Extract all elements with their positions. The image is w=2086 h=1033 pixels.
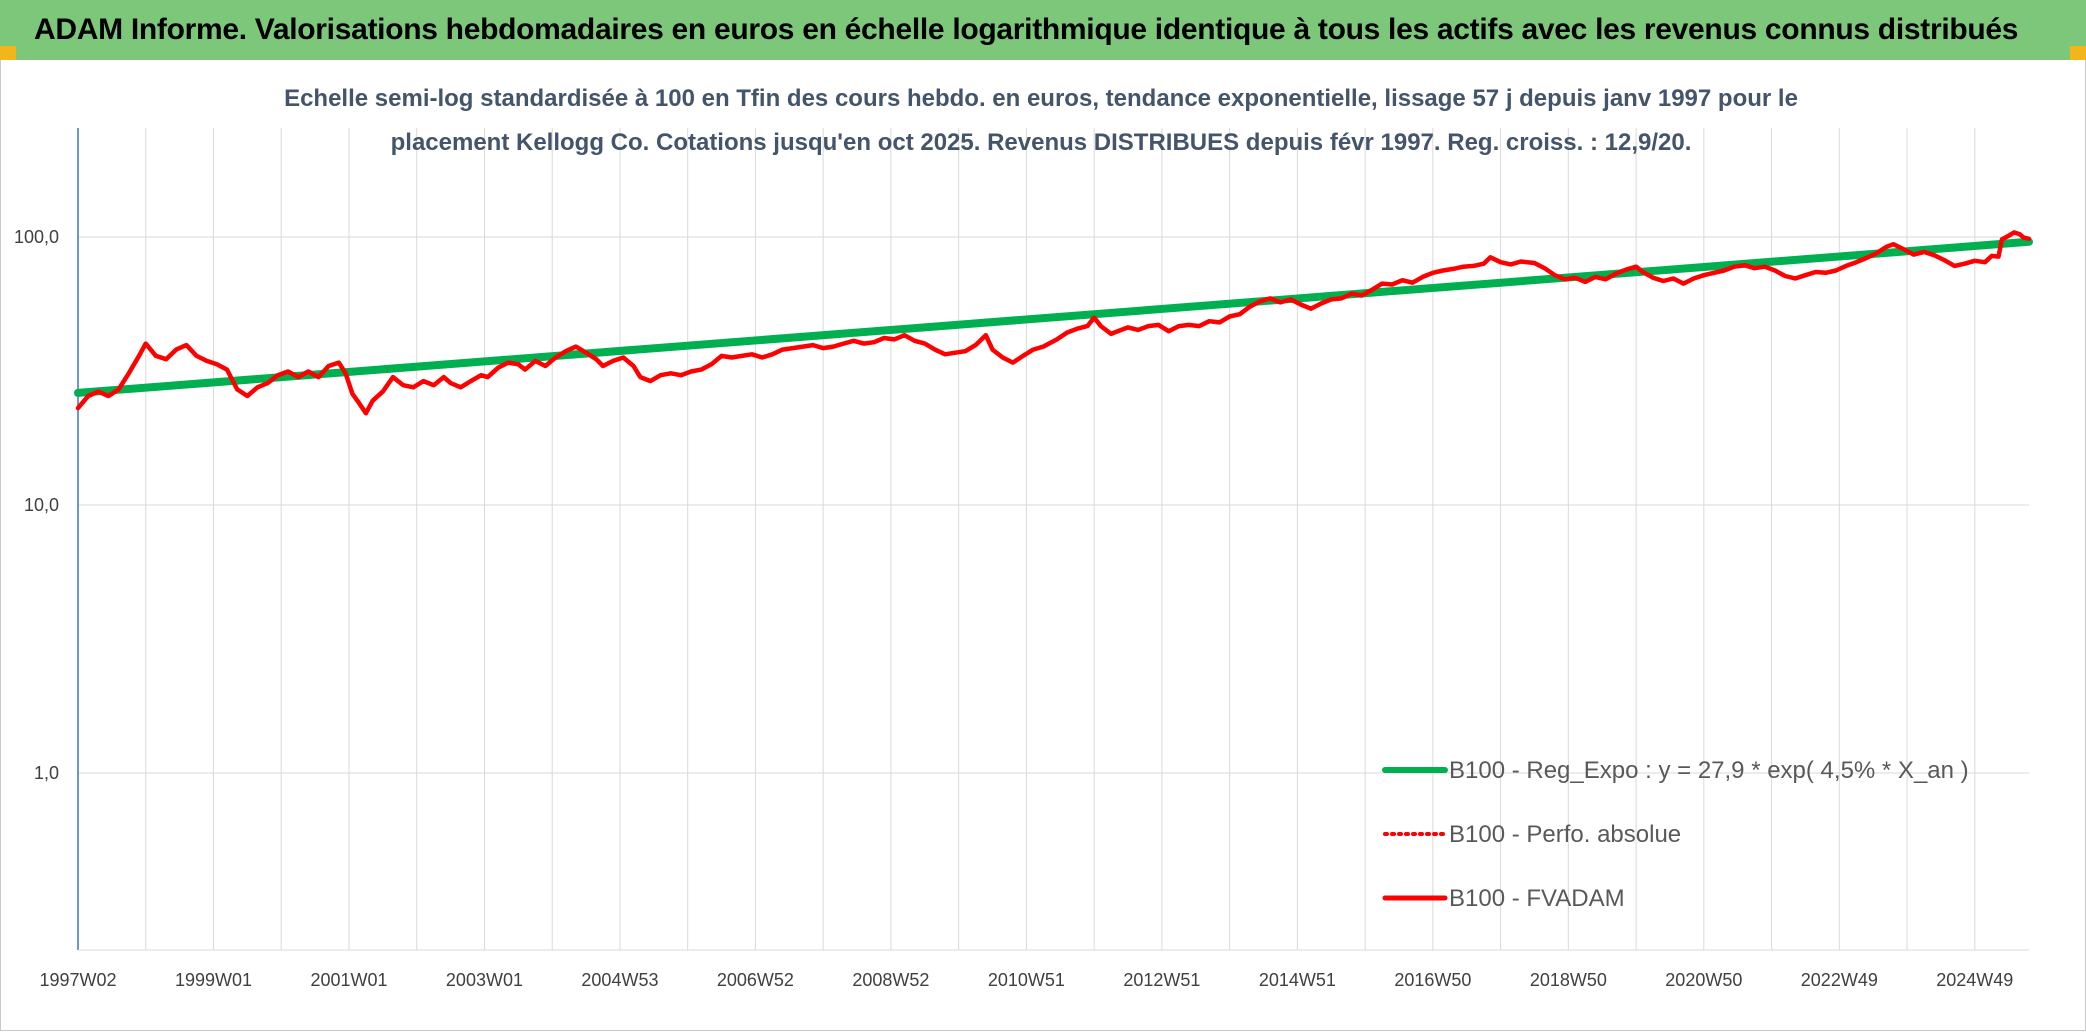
x-tick-label: 2006W52 (717, 970, 794, 990)
x-tick-label: 1997W02 (39, 970, 116, 990)
x-tick-label: 2018W50 (1530, 970, 1607, 990)
x-tick-label: 2012W51 (1123, 970, 1200, 990)
chart: Echelle semi-log standardisée à 100 en T… (14, 85, 2033, 990)
series-line-0 (74, 237, 2033, 397)
x-tick-label: 2001W01 (310, 970, 387, 990)
chart-frame: Echelle semi-log standardisée à 100 en T… (0, 60, 2086, 1031)
series-line-2 (75, 230, 2032, 416)
report-banner: ADAM Informe. Valorisations hebdomadaire… (0, 0, 2086, 60)
x-tick-label: 2010W51 (988, 970, 1065, 990)
y-tick-label: 1,0 (34, 763, 59, 783)
corner-marker-right (2070, 46, 2086, 60)
x-tick-label: 2020W50 (1665, 970, 1742, 990)
legend-label: B100 - Perfo. absolue (1449, 821, 1681, 848)
y-tick-label: 100,0 (14, 227, 59, 247)
chart-title-line: placement Kellogg Co. Cotations jusqu'en… (391, 129, 1692, 156)
legend: B100 - Reg_Expo : y = 27,9 * exp( 4,5% *… (1382, 757, 1969, 912)
chart-title-line: Echelle semi-log standardisée à 100 en T… (284, 85, 1798, 112)
x-tick-label: 2014W51 (1259, 970, 1336, 990)
series-layer (74, 230, 2033, 416)
legend-label: B100 - FVADAM (1449, 885, 1625, 912)
axes: 1,0 10,0 100,0 1997W02 1999W01 2001W01 2003W01… (14, 128, 2029, 990)
x-tick-label: 2008W52 (852, 970, 929, 990)
grid-layer (77, 128, 2029, 950)
x-tick-label: 2016W50 (1394, 970, 1471, 990)
x-tick-label: 2022W49 (1801, 970, 1878, 990)
x-tick-label: 2004W53 (581, 970, 658, 990)
chart-title: Echelle semi-log standardisée à 100 en T… (284, 85, 1798, 156)
corner-marker-left (0, 46, 16, 60)
legend-label: B100 - Reg_Expo : y = 27,9 * exp( 4,5% *… (1449, 757, 1969, 784)
report-title: ADAM Informe. Valorisations hebdomadaire… (34, 13, 2019, 46)
x-tick-label: 2024W49 (1936, 970, 2013, 990)
x-tick-label: 2003W01 (446, 970, 523, 990)
y-tick-label: 10,0 (24, 495, 59, 515)
x-tick-label: 1999W01 (175, 970, 252, 990)
